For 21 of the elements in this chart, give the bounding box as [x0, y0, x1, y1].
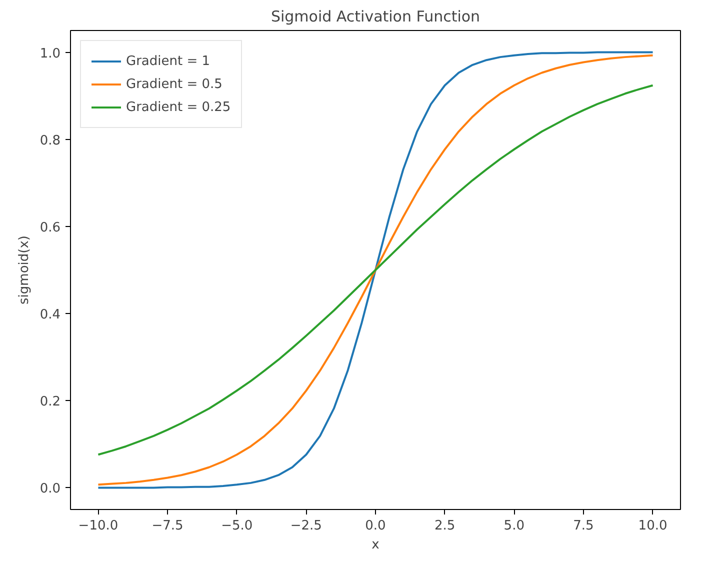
- y-tick-label: 1.0: [40, 46, 61, 62]
- y-axis-title: sigmoid(x): [16, 236, 32, 304]
- legend-label: Gradient = 0.5: [126, 76, 222, 92]
- x-tick-label: 10.0: [638, 518, 668, 534]
- y-tick-label: 0.4: [40, 308, 61, 323]
- y-tick-label: 0.6: [40, 220, 61, 236]
- y-tick-label: 0.0: [40, 482, 61, 497]
- x-tick-label: 0.0: [365, 518, 386, 534]
- legend-label: Gradient = 0.25: [126, 100, 231, 114]
- y-tick-label: 0.8: [40, 133, 61, 148]
- y-tick-label: 0.2: [40, 394, 61, 410]
- chart-title: Sigmoid Activation Function: [270, 8, 480, 26]
- x-tick-label: −10.0: [78, 518, 118, 534]
- x-tick-label: 2.5: [434, 518, 456, 534]
- x-tick-label: 7.5: [573, 518, 594, 534]
- legend-label: Gradient = 1: [126, 54, 210, 68]
- x-tick-label: 5.0: [504, 518, 524, 534]
- x-axis-title: x: [372, 538, 380, 552]
- x-tick-label: −5.0: [221, 518, 253, 534]
- x-tick-label: −2.5: [290, 518, 322, 534]
- x-tick-label: −7.5: [152, 518, 184, 534]
